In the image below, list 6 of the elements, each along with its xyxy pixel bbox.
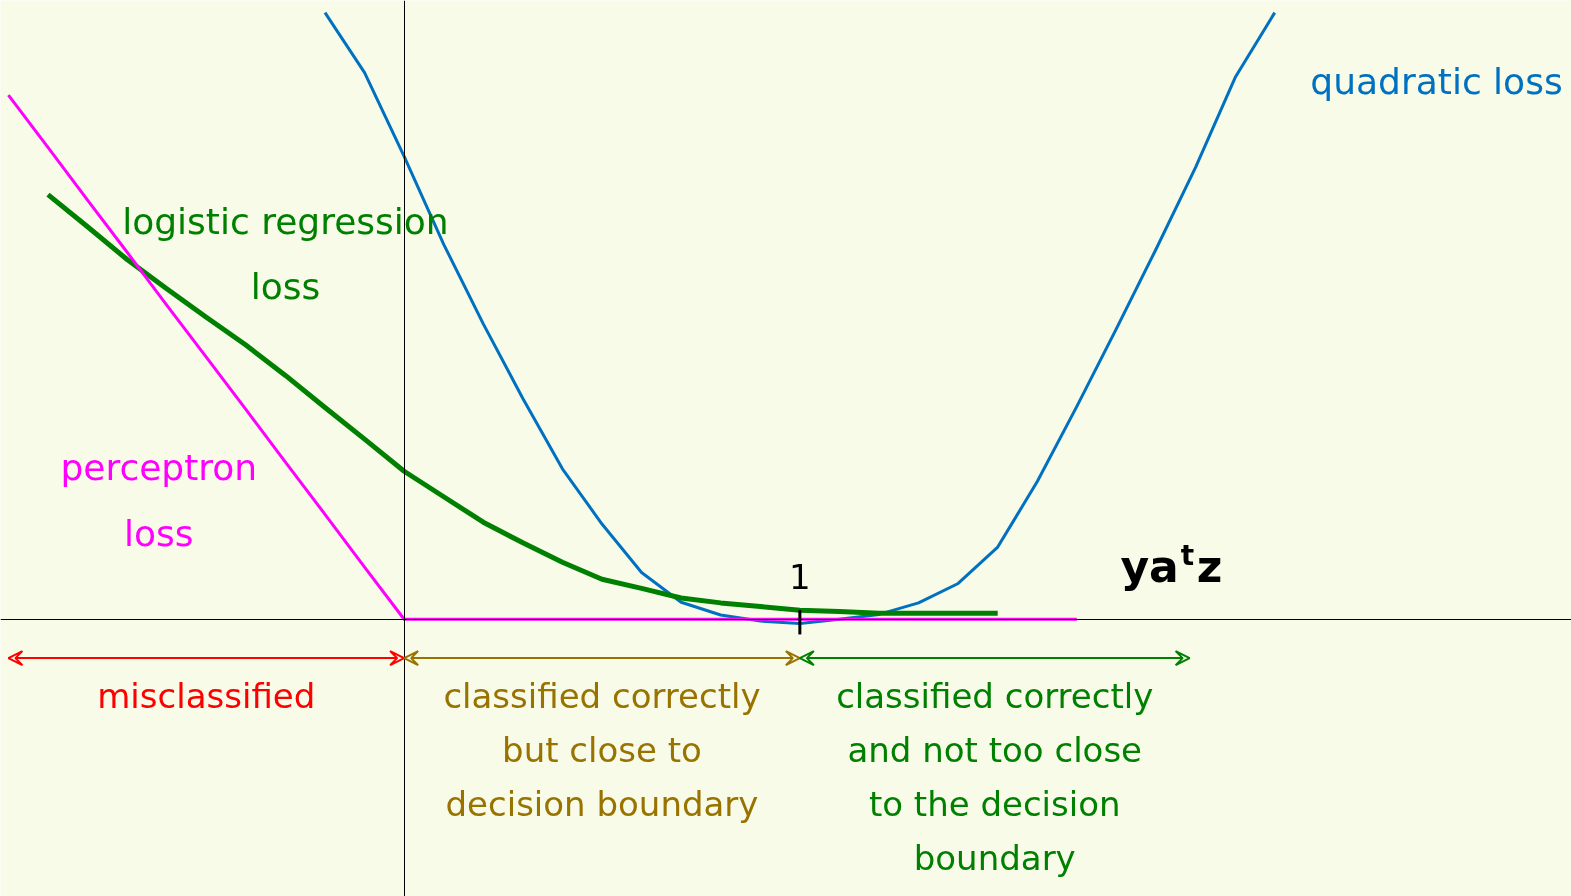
text: classified correctly and not too close to the decision boundary xyxy=(836,676,1154,879)
text: classified correctly but close to decision boundary xyxy=(443,676,761,825)
annotation: 1 xyxy=(789,556,811,597)
series-label: quadratic loss xyxy=(1310,61,1563,103)
series-label: perceptron loss xyxy=(60,446,258,554)
text: misclassified xyxy=(97,676,316,717)
